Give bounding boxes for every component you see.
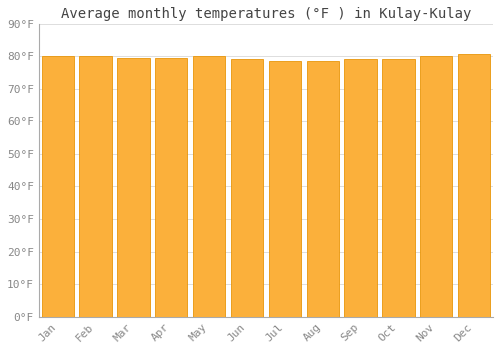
- Bar: [193, 56, 225, 317]
- Bar: [155, 58, 188, 317]
- Bar: [458, 55, 490, 317]
- Title: Average monthly temperatures (°F ) in Kulay-Kulay: Average monthly temperatures (°F ) in Ku…: [60, 7, 471, 21]
- Bar: [382, 60, 414, 317]
- Bar: [80, 56, 112, 317]
- Bar: [269, 61, 301, 317]
- Bar: [420, 56, 452, 317]
- Bar: [231, 60, 263, 317]
- Bar: [42, 56, 74, 317]
- Bar: [344, 60, 376, 317]
- Bar: [306, 61, 339, 317]
- Bar: [118, 58, 150, 317]
